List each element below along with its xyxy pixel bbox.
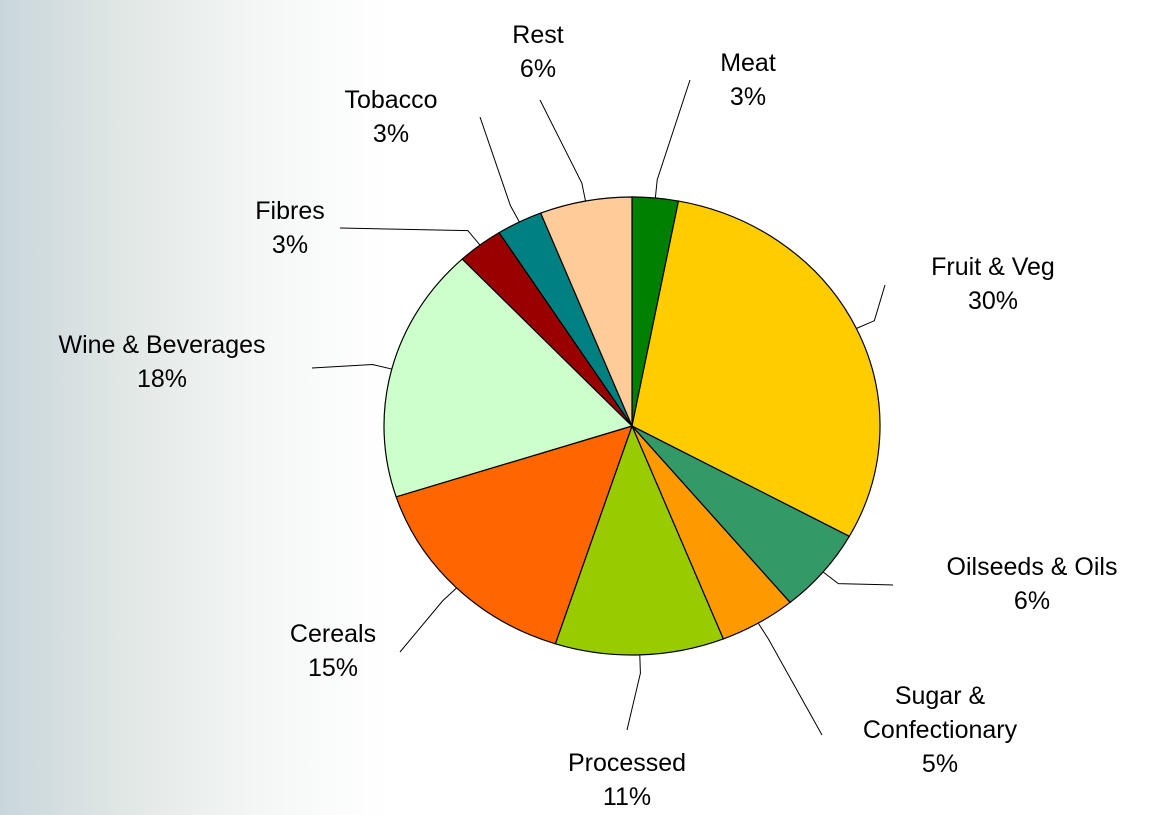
category-label: Meat — [720, 49, 776, 77]
value-label: 3% — [372, 120, 410, 148]
slice-label: Oilseeds & Oils 6% — [947, 550, 1118, 618]
slice-label: Fibres 3% — [255, 194, 324, 262]
slice-label: Fruit & Veg 30% — [931, 250, 1055, 318]
slice-label: Tobacco 3% — [344, 83, 437, 151]
category-label: Oilseeds & Oils — [946, 553, 1118, 581]
value-label: 11% — [602, 783, 652, 811]
pie-slice — [395, 425, 633, 645]
leader-line — [339, 227, 481, 246]
category-label: Wine & Beverages — [58, 331, 266, 359]
leader-line — [479, 116, 520, 223]
slice-label: Meat 3% — [720, 46, 776, 114]
value-label: 3% — [271, 231, 309, 259]
category-label: Fibres — [255, 197, 325, 225]
value-label: 18% — [136, 365, 188, 393]
slice-label: Sugar & Confectionary 5% — [825, 679, 1055, 781]
category-label: Rest — [512, 21, 564, 49]
value-label: 3% — [729, 83, 767, 111]
leader-line — [539, 99, 587, 202]
leader-line — [311, 363, 392, 370]
slice-label: Processed 11% — [568, 746, 686, 814]
slice-label: Wine & Beverages 18% — [58, 328, 265, 396]
value-label: 5% — [921, 750, 959, 778]
value-label: 15% — [307, 654, 359, 682]
leader-line — [654, 79, 691, 199]
value-label: 30% — [967, 287, 1019, 315]
category-label: Fruit & Veg — [931, 253, 1055, 281]
value-label: 6% — [519, 55, 557, 83]
slice-label: Cereals 15% — [290, 617, 376, 685]
leader-line — [856, 284, 886, 329]
category-label: Cereals — [289, 620, 377, 648]
category-label: Sugar & Confectionary — [862, 682, 1018, 744]
leader-line — [757, 622, 823, 736]
leader-line — [399, 587, 457, 653]
value-label: 6% — [1013, 587, 1051, 615]
leader-line — [626, 654, 641, 731]
slice-label: Rest 6% — [512, 18, 563, 86]
leader-line — [822, 571, 894, 586]
category-label: Processed — [567, 749, 687, 777]
category-label: Tobacco — [344, 86, 438, 114]
